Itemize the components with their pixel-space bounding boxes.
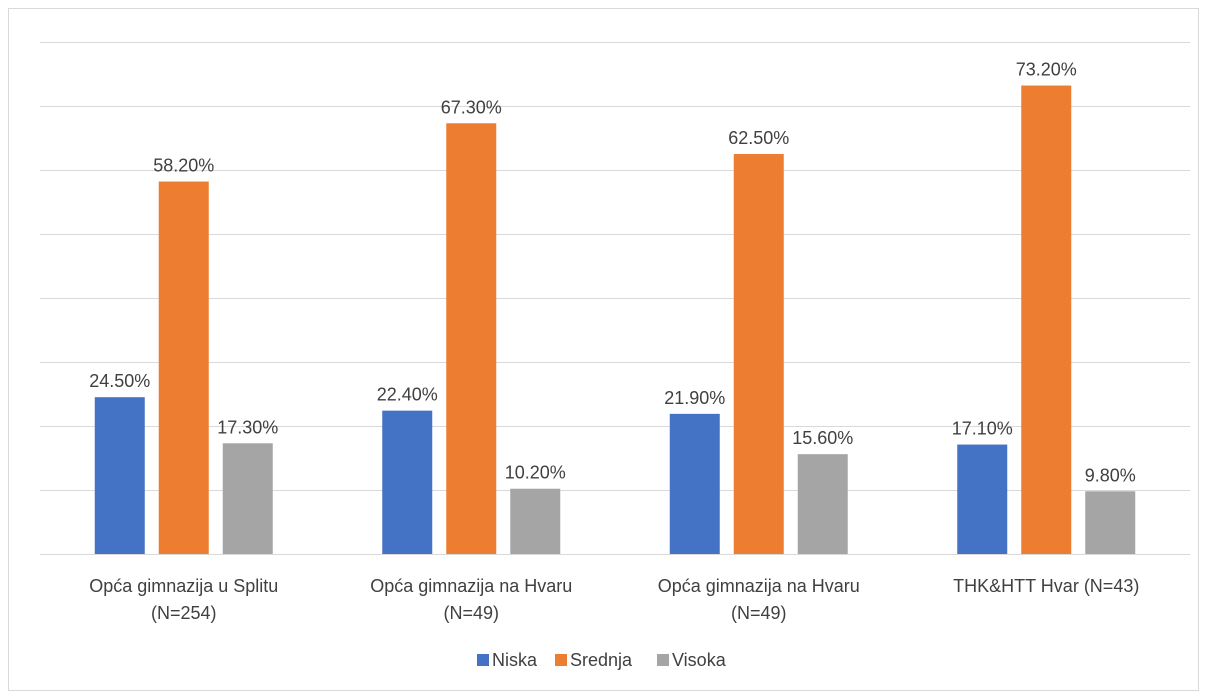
bars [94,85,1136,555]
category-label-1: (N=49) [443,603,499,623]
legend: Niska Srednja Visoka [477,650,727,670]
data-label-niska-3: 17.10% [952,419,1013,439]
data-label-niska-1: 22.40% [377,385,438,405]
bar-niska-2 [669,413,720,554]
bar-visoka-0 [222,443,273,554]
bar-srednja-2 [733,154,784,554]
bar-visoka-2 [797,454,848,554]
category-label-1: Opća gimnazija na Hvaru [370,576,572,596]
bar-niska-1 [382,410,433,554]
data-label-visoka-0: 17.30% [217,417,278,437]
data-labels: 24.50% 58.20% 17.30% 22.40% 67.30% 10.20% 21.9… [89,60,1136,486]
bar-srednja-0 [158,181,209,554]
legend-swatch-niska [477,654,489,666]
data-label-visoka-3: 9.80% [1085,465,1136,485]
bar-srednja-3 [1021,85,1072,555]
data-label-visoka-2: 15.60% [792,428,853,448]
category-label-2: (N=49) [731,603,787,623]
category-labels: Opća gimnazija u Splitu (N=254) Opća gimna… [89,576,1139,623]
data-label-visoka-1: 10.20% [505,463,566,483]
category-label-2: Opća gimnazija na Hvaru [658,576,860,596]
gridlines [40,42,1190,555]
data-label-srednja-1: 67.30% [441,97,502,117]
bar-niska-3 [957,444,1008,554]
legend-label-srednja: Srednja [570,650,633,670]
data-label-srednja-2: 62.50% [728,128,789,148]
data-label-niska-0: 24.50% [89,371,150,391]
data-label-srednja-3: 73.20% [1016,60,1077,80]
bar-niska-0 [94,397,145,554]
category-label-0: (N=254) [151,603,217,623]
data-label-srednja-0: 58.20% [153,156,214,176]
bar-visoka-3 [1085,491,1136,554]
legend-swatch-srednja [555,654,567,666]
legend-label-niska: Niska [492,650,538,670]
legend-swatch-visoka [657,654,669,666]
category-label-3: THK&HTT Hvar (N=43) [953,576,1139,596]
legend-label-visoka: Visoka [672,650,727,670]
category-label-0: Opća gimnazija u Splitu [89,576,278,596]
bar-visoka-1 [510,488,561,554]
data-label-niska-2: 21.90% [664,388,725,408]
bar-srednja-1 [446,123,497,554]
